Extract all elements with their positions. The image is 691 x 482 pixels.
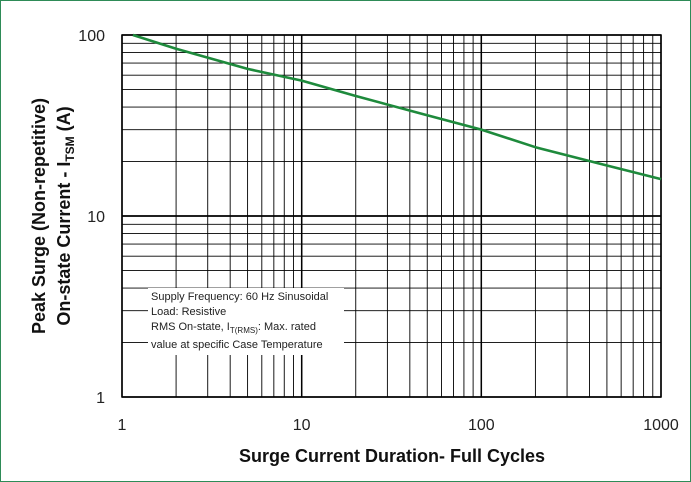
tick-labels: 1 10 100 1000 1 10 100 [78,28,679,434]
conditions-note: Supply Frequency: 60 Hz Sinusoidal Load:… [148,288,344,356]
series-line [132,33,662,181]
note-line4: value at specific Case Temperature [151,339,323,352]
x-axis-title: Surge Current Duration- Full Cycles [239,446,545,466]
x-tick-label: 10 [293,417,311,434]
plot-border [121,34,662,398]
y-tick-label: 100 [78,28,105,45]
y-axis-title-line2: On-state Current - ITSM (A) [54,106,77,325]
note-line2: Load: Resistive [151,306,227,318]
x-tick-label: 1 [118,417,127,434]
y-axis-title-line1: Peak Surge (Non-repetitive) [29,98,49,334]
x-tick-label: 100 [468,417,495,434]
note-line1: Supply Frequency: 60 Hz Sinusoidal [151,291,329,303]
note-line3: RMS On-state, IT(RMS): Max. rated [151,321,316,336]
y-tick-label: 1 [96,390,105,407]
x-tick-label: 1000 [643,417,679,434]
series-layer [132,33,662,181]
y-tick-label: 10 [87,209,105,226]
